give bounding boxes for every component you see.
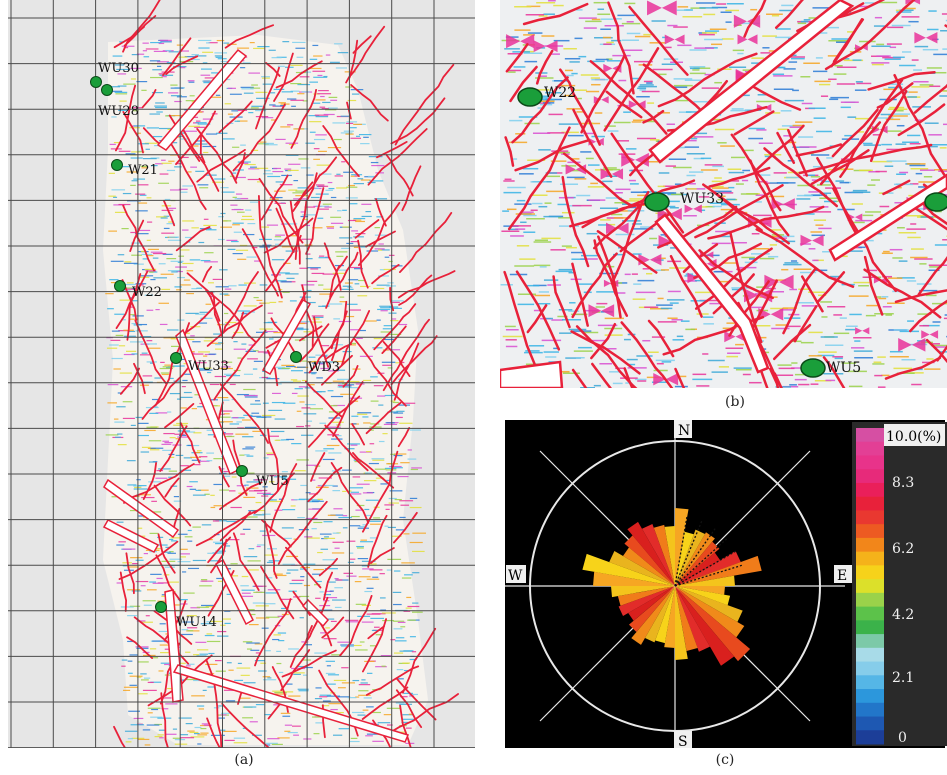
legend-tick: 6.2: [892, 541, 914, 557]
well-wu14[interactable]: WU14: [155, 601, 217, 631]
color-legend: 10.0(%) 8.3 6.2 4.2 2.1 0: [852, 422, 947, 746]
fracture-map: WU30 WU28 W21 W22 WU33 WD3: [8, 0, 477, 773]
well-label: WD3: [308, 360, 340, 375]
grid-lines: [8, 0, 477, 749]
legend-tick: 4.2: [892, 607, 914, 623]
well-wd3[interactable]: WD3: [290, 351, 341, 376]
fracture-map-panel: WU30 WU28 W21 W22 WU33 WD3: [8, 0, 477, 773]
legend-color-bar: [856, 428, 884, 745]
zoom-well-markers: W22 WU33 WU5: [517, 85, 947, 378]
well-wu5[interactable]: WU5: [236, 465, 289, 490]
legend-tick: 0: [898, 730, 907, 746]
data-coverage-area: [103, 35, 428, 745]
well-label: WU14: [176, 615, 217, 630]
caption-c: (c): [715, 752, 735, 768]
rose-diagram-panel: N S E W 10.0(%) 8.3 6.2 4.2 2.1 0: [500, 420, 947, 750]
zoom-well-wu33[interactable]: WU33: [644, 191, 724, 212]
zoom-well-label: W22: [544, 85, 576, 101]
zoom-well-label: WU33: [680, 191, 724, 207]
caption-b: (b): [725, 394, 745, 410]
well-label: WU33: [188, 359, 229, 374]
zoomed-map-panel: W22 WU33 WU5: [498, 0, 947, 499]
caption-a: (a): [234, 752, 254, 768]
rose-petals: [582, 508, 762, 666]
well-label: WU30: [98, 61, 139, 76]
rose-diagram: N S E W 10.0(%) 8.3 6.2 4.2 2.1 0: [505, 420, 947, 750]
zoomed-fracture-map: W22 WU33 WU5: [498, 0, 947, 499]
zoom-well-label: WU5: [826, 360, 861, 376]
well-w21[interactable]: W21: [111, 159, 158, 179]
well-wu33[interactable]: WU33: [170, 352, 229, 375]
zoom-well-w22[interactable]: W22: [517, 85, 576, 107]
legend-tick: 8.3: [892, 475, 914, 491]
west-label: W: [508, 568, 523, 584]
well-label: W22: [132, 285, 162, 300]
well-wu30[interactable]: WU30: [90, 61, 139, 88]
zoom-well-wu5[interactable]: WU5: [800, 358, 861, 378]
well-label: WU5: [256, 474, 289, 489]
legend-tick: 10.0(%): [886, 429, 941, 445]
well-label: W21: [128, 163, 158, 178]
legend-tick: 2.1: [892, 670, 914, 686]
fracture-lines: [102, 0, 459, 773]
well-w22[interactable]: W22: [114, 280, 162, 301]
zoom-fracture-lines: [498, 0, 947, 499]
north-label: N: [678, 423, 690, 439]
east-label: E: [837, 568, 847, 584]
well-markers: WU30 WU28 W21 W22 WU33 WD3: [90, 61, 341, 631]
well-label: WU28: [98, 104, 139, 119]
zoom-well-partial[interactable]: [924, 192, 947, 212]
well-wu28[interactable]: WU28: [98, 84, 139, 120]
compass-labels: N S E W: [506, 420, 852, 750]
south-label: S: [678, 734, 688, 748]
